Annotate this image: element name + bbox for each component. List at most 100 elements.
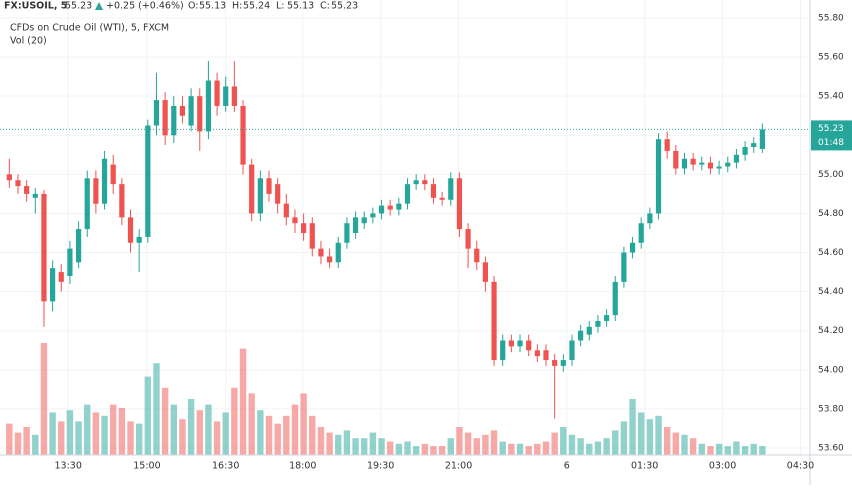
candle-body xyxy=(543,350,549,361)
candle-body xyxy=(188,96,194,126)
candle-body xyxy=(491,281,497,361)
volume-bar xyxy=(179,419,186,455)
volume-bar xyxy=(594,441,602,455)
volume-bar xyxy=(222,412,229,455)
volume-bar xyxy=(23,427,30,455)
price-tag-value: 55.23 xyxy=(818,124,844,134)
legend-volume: Vol (20) xyxy=(10,36,47,47)
volume-bar xyxy=(395,443,403,455)
field-label: L: xyxy=(276,1,285,12)
candle-body xyxy=(335,242,341,263)
volume-bar xyxy=(386,441,394,455)
volume-bar xyxy=(265,415,273,455)
volume-bar xyxy=(681,434,688,455)
candle-body xyxy=(681,158,688,169)
candle-body xyxy=(223,86,229,106)
up-arrow xyxy=(95,2,103,10)
volume-bar xyxy=(335,434,342,455)
volume-bar xyxy=(40,343,48,455)
candle-body xyxy=(647,213,653,224)
candle-body xyxy=(361,217,367,224)
candle-body xyxy=(733,154,740,163)
volume-bar xyxy=(750,443,757,455)
x-tick-label: 16:30 xyxy=(212,461,239,472)
candle-body xyxy=(508,340,514,347)
volume-bar xyxy=(672,432,680,455)
candle-body xyxy=(396,203,402,210)
candle-body xyxy=(153,100,160,126)
x-tick-label: 13:30 xyxy=(54,461,81,472)
symbol: FX:USOIL, 5 xyxy=(4,1,67,12)
candle-body xyxy=(50,268,56,302)
x-tick-label: 21:00 xyxy=(445,461,472,472)
volume-bar xyxy=(733,441,740,455)
volume-bar xyxy=(586,443,593,455)
volume-bar xyxy=(707,446,714,455)
price-pane xyxy=(0,61,810,419)
candle-body xyxy=(6,174,12,181)
volume-bar xyxy=(317,427,325,455)
y-tick-label: 55.60 xyxy=(818,53,844,63)
candle-body xyxy=(75,229,82,263)
candle-body xyxy=(586,326,592,335)
candle-body xyxy=(552,360,558,366)
volume-bar xyxy=(66,410,74,455)
volume-bar xyxy=(568,434,576,455)
candle-body xyxy=(266,178,272,194)
volume-bar xyxy=(508,443,515,455)
volume-bar xyxy=(629,399,636,455)
candle-body xyxy=(578,330,584,341)
y-tick-label: 53.60 xyxy=(818,444,844,454)
field-label: O: xyxy=(188,1,199,12)
candle-body xyxy=(318,248,324,257)
candle-body xyxy=(67,248,73,276)
candle-body xyxy=(569,340,575,361)
volume-bar xyxy=(715,443,723,455)
price-tag-countdown: 01:48 xyxy=(818,138,844,148)
volume-bar xyxy=(309,415,316,455)
volume-bar xyxy=(187,399,195,455)
candle-body xyxy=(240,105,246,165)
candle-body xyxy=(136,236,142,243)
candle-body xyxy=(742,147,748,155)
volume-bar xyxy=(343,430,351,455)
volume-bar xyxy=(49,412,56,455)
x-tick-label: 18:00 xyxy=(289,461,316,472)
candle-body xyxy=(517,340,523,347)
volume-bar xyxy=(482,434,489,455)
volume-bar xyxy=(161,387,169,455)
candle-body xyxy=(231,86,237,106)
candle-body xyxy=(249,164,255,214)
volume-bar xyxy=(92,412,100,455)
candle-body xyxy=(716,166,722,169)
candle-body xyxy=(603,315,610,321)
candle-body xyxy=(413,180,419,185)
y-tick-label: 53.80 xyxy=(818,404,844,414)
x-tick-label: 03:00 xyxy=(709,461,736,472)
candle-body xyxy=(673,150,679,169)
candle-body xyxy=(404,184,411,204)
price-tag: 55.23 01:48 xyxy=(811,120,852,151)
candle-body xyxy=(127,217,134,243)
volume-pane xyxy=(6,343,766,455)
candle-body xyxy=(214,80,220,106)
candle-body xyxy=(751,143,757,147)
candle-body xyxy=(526,340,532,351)
field-label: H: xyxy=(232,1,242,12)
volume-bar xyxy=(421,443,429,455)
candle-body xyxy=(275,184,281,204)
volume-bar xyxy=(663,427,671,455)
volume-bar xyxy=(542,441,550,455)
candle-body xyxy=(534,350,540,357)
volume-bar xyxy=(534,443,541,455)
volume-bar xyxy=(75,421,82,455)
y-tick-label: 55.80 xyxy=(818,14,844,24)
volume-bar xyxy=(326,432,333,455)
y-tick-label: 55.40 xyxy=(818,92,844,102)
change: +0.25 (+0.46%) xyxy=(106,1,184,12)
candle-body xyxy=(257,178,263,214)
candle-body xyxy=(707,162,714,169)
volume-bar xyxy=(300,393,307,455)
